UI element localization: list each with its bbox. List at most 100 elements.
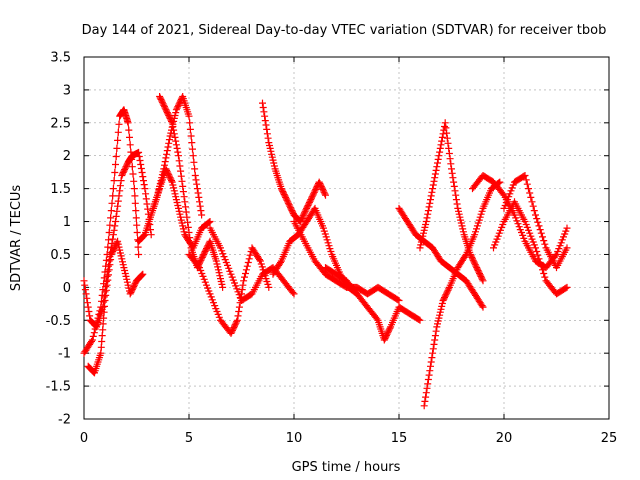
data-point-marker: [443, 288, 451, 296]
data-point-marker: [233, 316, 241, 324]
data-point-marker: [139, 173, 147, 181]
data-point-marker: [179, 222, 187, 230]
data-point-marker: [436, 311, 444, 319]
data-point-marker: [115, 192, 123, 200]
data-point-marker: [537, 262, 545, 270]
data-point-marker: [419, 232, 427, 240]
data-point-marker: [445, 144, 453, 152]
data-point-marker: [179, 188, 187, 196]
data-point-marker: [533, 248, 541, 255]
data-point-marker: [205, 218, 213, 226]
data-point-marker: [108, 199, 116, 207]
data-point-marker: [235, 308, 243, 315]
series-sat-i: [259, 99, 329, 225]
data-point-marker: [82, 290, 90, 298]
data-point-marker: [172, 106, 180, 114]
data-point-marker: [427, 196, 434, 204]
data-point-marker: [521, 218, 529, 225]
data-point-marker: [130, 177, 138, 185]
data-point-marker: [449, 174, 457, 182]
data-point-marker: [135, 251, 143, 258]
data-point-marker: [184, 223, 192, 231]
data-point-marker: [168, 117, 175, 125]
data-point-marker: [130, 281, 138, 289]
data-point-marker: [140, 177, 147, 185]
x-tick-label: 0: [80, 431, 88, 446]
data-point-marker: [85, 308, 93, 315]
data-point-marker: [131, 199, 139, 207]
data-point-marker: [426, 367, 434, 375]
data-point-marker: [180, 193, 188, 201]
data-point-marker: [111, 169, 119, 176]
data-point-marker: [168, 119, 176, 127]
data-point-marker: [522, 176, 530, 184]
data-point-marker: [91, 325, 99, 333]
data-point-marker: [169, 123, 177, 130]
data-point-marker: [113, 207, 121, 215]
data-point-marker: [112, 161, 119, 168]
data-point-marker: [444, 139, 452, 147]
data-point-marker: [228, 273, 236, 281]
data-point-marker: [422, 393, 430, 401]
data-point-marker: [92, 321, 100, 329]
data-point-marker: [103, 281, 111, 289]
x-tick-label: 25: [601, 431, 618, 446]
data-point-marker: [88, 338, 95, 345]
data-point-marker: [514, 220, 522, 228]
data-point-marker: [202, 246, 210, 254]
data-point-marker: [167, 175, 175, 183]
data-point-marker: [109, 235, 117, 243]
data-point-marker: [102, 262, 110, 270]
data-point-marker: [415, 316, 423, 323]
data-point-marker: [532, 211, 539, 219]
y-tick-label: 0: [63, 281, 71, 296]
data-point-marker: [496, 178, 504, 186]
data-point-marker: [322, 191, 329, 199]
chart-title: Day 144 of 2021, Sidereal Day-to-day VTE…: [82, 23, 607, 38]
data-point-marker: [424, 376, 432, 383]
data-point-marker: [285, 201, 293, 209]
data-point-marker: [174, 148, 182, 156]
data-point-marker: [306, 197, 314, 205]
data-point-marker: [233, 318, 241, 326]
data-point-marker: [88, 336, 96, 344]
data-point-marker: [490, 244, 497, 252]
data-point-marker: [206, 218, 214, 225]
data-point-marker: [124, 119, 132, 127]
data-point-marker: [177, 167, 185, 175]
y-tick-label: -2: [58, 413, 71, 428]
data-point-marker: [443, 129, 451, 137]
data-point-marker: [451, 187, 459, 195]
data-point-marker: [192, 176, 200, 184]
data-point-marker: [319, 187, 327, 195]
data-point-marker: [183, 213, 191, 221]
x-tick-label: 10: [286, 431, 303, 446]
data-point-marker: [434, 159, 441, 167]
data-point-marker: [416, 316, 424, 324]
data-point-marker: [114, 128, 122, 136]
data-point-marker: [137, 272, 145, 280]
data-point-marker: [194, 262, 202, 270]
data-point-marker: [536, 226, 544, 234]
data-point-marker: [127, 148, 135, 156]
data-point-marker: [426, 199, 434, 207]
data-point-marker: [431, 170, 439, 178]
data-point-marker: [111, 222, 119, 230]
x-tick-label: 20: [496, 431, 513, 446]
data-point-marker: [478, 302, 486, 310]
data-point-marker: [171, 133, 179, 141]
data-point-marker: [525, 185, 532, 193]
data-point-marker: [435, 152, 443, 160]
data-point-marker: [102, 291, 110, 299]
data-point-marker: [198, 211, 206, 219]
data-point-marker: [530, 241, 538, 249]
data-point-marker: [425, 371, 433, 379]
data-point-marker: [281, 192, 289, 200]
data-point-marker: [105, 229, 113, 236]
data-point-marker: [109, 246, 117, 254]
data-point-marker: [537, 229, 545, 237]
data-point-marker: [277, 259, 284, 266]
data-point-marker: [519, 231, 527, 239]
data-point-marker: [433, 323, 441, 331]
data-point-marker: [168, 177, 175, 185]
